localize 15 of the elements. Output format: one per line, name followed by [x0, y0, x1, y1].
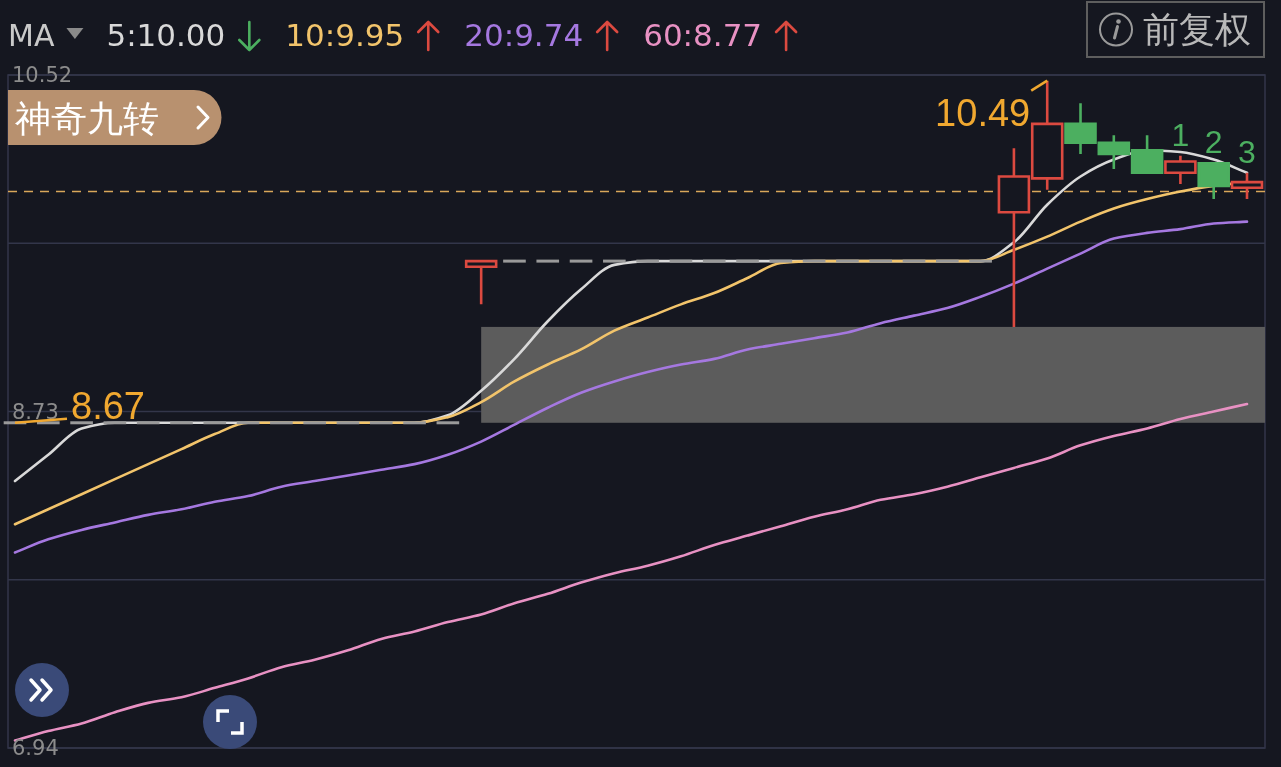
annotation: 3 — [1238, 133, 1256, 170]
y-tick-label: 10.52 — [12, 63, 73, 87]
annotation: 1 — [1171, 116, 1190, 153]
annotation: 8.67 — [71, 384, 145, 427]
text: 60:8.77 — [643, 17, 763, 53]
annotation: 10.49 — [935, 91, 1031, 134]
annotation: 2 — [1204, 124, 1223, 161]
text: 10:9.95 — [285, 17, 405, 53]
legend-title: MA — [8, 18, 55, 53]
text: 前复权 — [1143, 9, 1251, 50]
y-tick-label: 8.73 — [12, 399, 59, 424]
text: 5:10.00 — [106, 17, 226, 53]
y-tick-label: 6.94 — [12, 736, 59, 760]
annotation: 神奇九转 — [15, 98, 159, 139]
text: 20:9.74 — [464, 17, 584, 53]
